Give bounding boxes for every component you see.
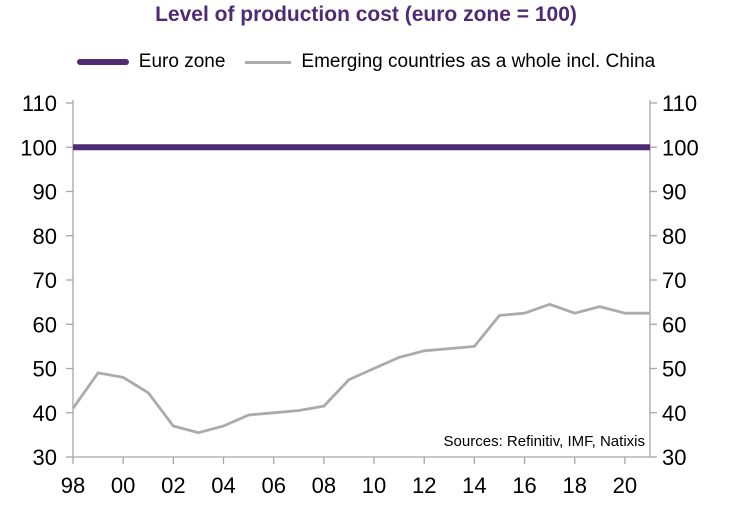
x-axis-tick-label: 00: [111, 473, 135, 498]
y-axis-tick-label-left: 70: [33, 268, 57, 293]
x-axis-tick-label: 98: [61, 473, 85, 498]
x-axis-tick-label: 10: [362, 473, 386, 498]
y-axis-tick-label-left: 110: [22, 91, 57, 116]
y-axis-tick-label-right: 100: [662, 135, 699, 160]
x-axis-tick-label: 14: [462, 473, 486, 498]
emerging-countries-line-swatch: [245, 60, 292, 64]
x-axis-tick-label: 12: [412, 473, 436, 498]
x-axis-tick-label: 16: [512, 473, 536, 498]
source-note: Sources: Refinitiv, IMF, Natixis: [443, 433, 645, 450]
y-axis-tick-label-right: 110: [662, 91, 697, 116]
legend: Euro zone Emerging countries as a whole …: [0, 51, 732, 73]
x-axis-tick-label: 18: [562, 473, 586, 498]
euro-zone-line-swatch: [76, 59, 129, 65]
legend-label-emerging-countries: Emerging countries as a whole incl. Chin…: [301, 51, 656, 72]
chart-title: Level of production cost (euro zone = 10…: [155, 3, 577, 26]
y-axis-tick-label-left: 80: [33, 224, 57, 249]
y-axis-tick-label-left: 90: [33, 180, 57, 205]
y-axis-tick-label-left: 100: [20, 135, 57, 160]
x-axis-tick-label: 06: [261, 473, 285, 498]
y-axis-tick-label-right: 50: [662, 357, 686, 382]
y-axis-tick-label-right: 80: [662, 224, 686, 249]
emerging-countries-line: [71, 302, 650, 435]
x-axis-tick-label: 02: [161, 473, 185, 498]
y-axis-tick-label-right: 90: [662, 180, 686, 205]
y-axis-tick-label-left: 40: [33, 401, 57, 426]
legend-label-euro-zone: Euro zone: [138, 51, 226, 72]
y-axis-tick-label-left: 50: [33, 357, 57, 382]
y-axis-tick-label-right: 70: [662, 268, 686, 293]
x-axis-tick-label: 20: [613, 473, 637, 498]
y-axis-tick-label-right: 30: [662, 445, 686, 470]
y-axis-tick-label-left: 60: [33, 312, 57, 337]
x-axis-tick-label: 04: [211, 473, 235, 498]
y-axis-tick-label-right: 40: [662, 401, 686, 426]
legend-item-emerging-countries: Emerging countries as a whole incl. Chin…: [245, 51, 655, 73]
legend-item-euro-zone: Euro zone: [76, 51, 226, 73]
x-axis-tick-label: 08: [312, 473, 336, 498]
y-axis-tick-label-right: 60: [662, 312, 686, 337]
y-axis-tick-label-left: 30: [33, 445, 57, 470]
